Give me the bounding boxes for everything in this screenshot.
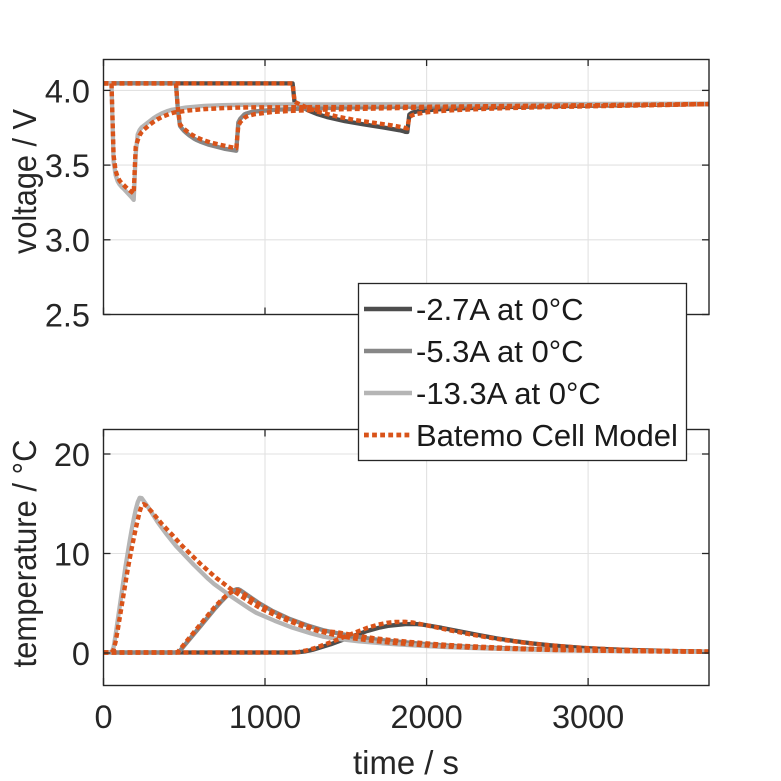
svg-text:3.5: 3.5 — [45, 148, 90, 184]
svg-text:-13.3A at 0°C: -13.3A at 0°C — [416, 376, 601, 411]
svg-text:3000: 3000 — [552, 699, 624, 735]
svg-text:-2.7A at 0°C: -2.7A at 0°C — [416, 292, 584, 327]
svg-text:temperature / °C: temperature / °C — [6, 440, 43, 668]
svg-text:10: 10 — [54, 536, 90, 572]
svg-text:4.0: 4.0 — [45, 73, 90, 109]
svg-text:Batemo Cell Model: Batemo Cell Model — [416, 418, 678, 453]
svg-text:-5.3A at 0°C: -5.3A at 0°C — [416, 334, 584, 369]
svg-text:3.0: 3.0 — [45, 223, 90, 259]
svg-text:2.5: 2.5 — [45, 297, 90, 333]
svg-text:voltage / V: voltage / V — [6, 109, 43, 254]
svg-text:20: 20 — [54, 437, 90, 473]
svg-text:time / s: time / s — [353, 744, 459, 781]
svg-text:1000: 1000 — [229, 699, 301, 735]
svg-text:0: 0 — [72, 636, 90, 672]
svg-text:0: 0 — [94, 699, 112, 735]
svg-text:2000: 2000 — [390, 699, 462, 735]
